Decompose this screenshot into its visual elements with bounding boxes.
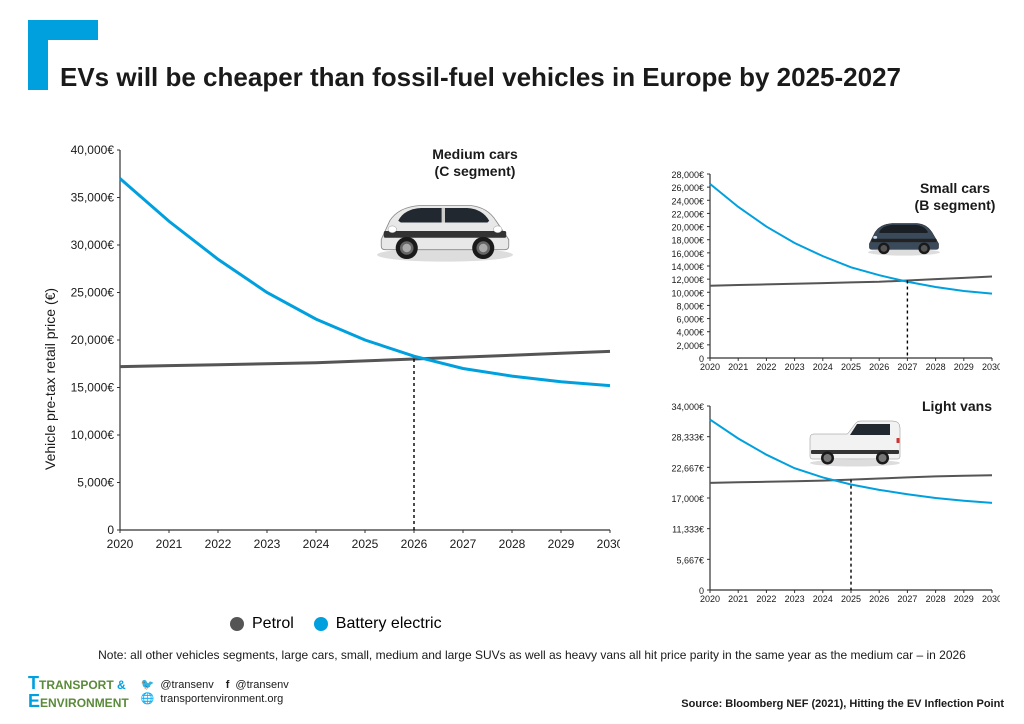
svg-text:35,000€: 35,000€ bbox=[71, 191, 115, 205]
globe-icon: 🌐 bbox=[141, 692, 155, 706]
svg-text:2026: 2026 bbox=[401, 537, 428, 551]
legend-label-bev: Battery electric bbox=[336, 615, 442, 633]
svg-text:25,000€: 25,000€ bbox=[71, 286, 115, 300]
svg-text:15,000€: 15,000€ bbox=[71, 381, 115, 395]
chart-title: EVs will be cheaper than fossil-fuel veh… bbox=[60, 62, 901, 93]
svg-text:2024: 2024 bbox=[813, 362, 833, 372]
svg-text:2030: 2030 bbox=[982, 594, 1000, 604]
svg-text:2022: 2022 bbox=[756, 362, 776, 372]
svg-text:2028: 2028 bbox=[926, 362, 946, 372]
svg-text:26,000€: 26,000€ bbox=[671, 183, 704, 193]
svg-text:20,000€: 20,000€ bbox=[671, 223, 704, 233]
svg-text:2022: 2022 bbox=[756, 594, 776, 604]
legend-dot-petrol bbox=[230, 617, 244, 631]
svg-text:2027: 2027 bbox=[897, 362, 917, 372]
svg-text:22,667€: 22,667€ bbox=[671, 463, 704, 473]
svg-text:11,333€: 11,333€ bbox=[672, 525, 704, 535]
legend-item-bev: Battery electric bbox=[314, 615, 442, 633]
svg-text:2027: 2027 bbox=[450, 537, 477, 551]
twitter-icon: 🐦 bbox=[141, 678, 155, 692]
svg-text:2030: 2030 bbox=[982, 362, 1000, 372]
svg-text:5,000€: 5,000€ bbox=[77, 476, 114, 490]
svg-text:2023: 2023 bbox=[785, 594, 805, 604]
svg-text:22,000€: 22,000€ bbox=[671, 209, 704, 219]
van-illustration bbox=[800, 414, 910, 474]
brand-logo: TTRANSPORT & EENVIRONMENT bbox=[28, 674, 129, 710]
svg-text:30,000€: 30,000€ bbox=[71, 238, 115, 252]
svg-text:6,000€: 6,000€ bbox=[676, 315, 704, 325]
svg-text:28,000€: 28,000€ bbox=[671, 170, 704, 180]
chart-label-medium: Medium cars(C segment) bbox=[410, 146, 540, 180]
svg-text:2025: 2025 bbox=[352, 537, 379, 551]
website: transportenvironment.org bbox=[160, 692, 283, 706]
twitter-handle: @transenv bbox=[160, 678, 213, 692]
svg-text:2028: 2028 bbox=[926, 594, 946, 604]
svg-text:2021: 2021 bbox=[728, 362, 748, 372]
svg-text:4,000€: 4,000€ bbox=[676, 328, 704, 338]
svg-text:2029: 2029 bbox=[954, 362, 974, 372]
svg-text:2023: 2023 bbox=[785, 362, 805, 372]
svg-text:34,000€: 34,000€ bbox=[671, 402, 704, 412]
svg-text:2024: 2024 bbox=[813, 594, 833, 604]
footer-left: TTRANSPORT & EENVIRONMENT 🐦 @transenv f … bbox=[28, 674, 289, 710]
svg-text:10,000€: 10,000€ bbox=[671, 288, 704, 298]
svg-text:2024: 2024 bbox=[303, 537, 330, 551]
svg-text:2026: 2026 bbox=[869, 362, 889, 372]
facebook-handle: @transenv bbox=[235, 678, 288, 692]
legend: Petrol Battery electric bbox=[230, 615, 442, 633]
chart-medium-cars: 0 5,000€ 10,000€ 15,000€ 20,000€ 25,000€ 30,00… bbox=[50, 140, 620, 570]
svg-text:10,000€: 10,000€ bbox=[71, 428, 115, 442]
svg-text:2023: 2023 bbox=[254, 537, 281, 551]
legend-item-petrol: Petrol bbox=[230, 615, 294, 633]
svg-text:16,000€: 16,000€ bbox=[671, 249, 704, 259]
chart-label-small: Small cars(B segment) bbox=[900, 180, 1010, 214]
footnote: Note: all other vehicles segments, large… bbox=[60, 648, 1004, 662]
svg-text:8,000€: 8,000€ bbox=[676, 301, 704, 311]
social-links: 🐦 @transenv f @transenv 🌐 transportenvir… bbox=[141, 678, 289, 707]
svg-text:14,000€: 14,000€ bbox=[671, 262, 704, 272]
svg-text:2,000€: 2,000€ bbox=[676, 341, 704, 351]
svg-text:2025: 2025 bbox=[841, 362, 861, 372]
chart-label-vans: Light vans bbox=[912, 398, 1002, 415]
svg-text:2020: 2020 bbox=[700, 362, 720, 372]
legend-label-petrol: Petrol bbox=[252, 615, 294, 633]
svg-text:5,667€: 5,667€ bbox=[676, 555, 704, 565]
svg-text:18,000€: 18,000€ bbox=[671, 236, 704, 246]
legend-dot-bev bbox=[314, 617, 328, 631]
svg-text:2020: 2020 bbox=[700, 594, 720, 604]
svg-text:12,000€: 12,000€ bbox=[671, 275, 704, 285]
svg-text:2022: 2022 bbox=[205, 537, 232, 551]
svg-text:20,000€: 20,000€ bbox=[71, 333, 115, 347]
svg-text:2021: 2021 bbox=[728, 594, 748, 604]
svg-text:24,000€: 24,000€ bbox=[671, 196, 704, 206]
footer: TTRANSPORT & EENVIRONMENT 🐦 @transenv f … bbox=[28, 674, 1004, 710]
svg-text:2030: 2030 bbox=[597, 537, 620, 551]
svg-text:2025: 2025 bbox=[841, 594, 861, 604]
car-illustration-small bbox=[856, 210, 952, 263]
svg-text:2020: 2020 bbox=[107, 537, 134, 551]
svg-text:17,000€: 17,000€ bbox=[671, 494, 704, 504]
svg-text:2029: 2029 bbox=[548, 537, 575, 551]
svg-text:0: 0 bbox=[107, 523, 114, 537]
svg-text:2028: 2028 bbox=[499, 537, 526, 551]
svg-text:28,333€: 28,333€ bbox=[671, 433, 704, 443]
facebook-icon: f bbox=[226, 678, 230, 692]
svg-text:2027: 2027 bbox=[897, 594, 917, 604]
source-citation: Source: Bloomberg NEF (2021), Hitting th… bbox=[681, 698, 1004, 710]
svg-text:2029: 2029 bbox=[954, 594, 974, 604]
svg-text:40,000€: 40,000€ bbox=[71, 143, 115, 157]
svg-text:2026: 2026 bbox=[869, 594, 889, 604]
svg-text:2021: 2021 bbox=[156, 537, 183, 551]
car-illustration-medium bbox=[360, 180, 530, 270]
